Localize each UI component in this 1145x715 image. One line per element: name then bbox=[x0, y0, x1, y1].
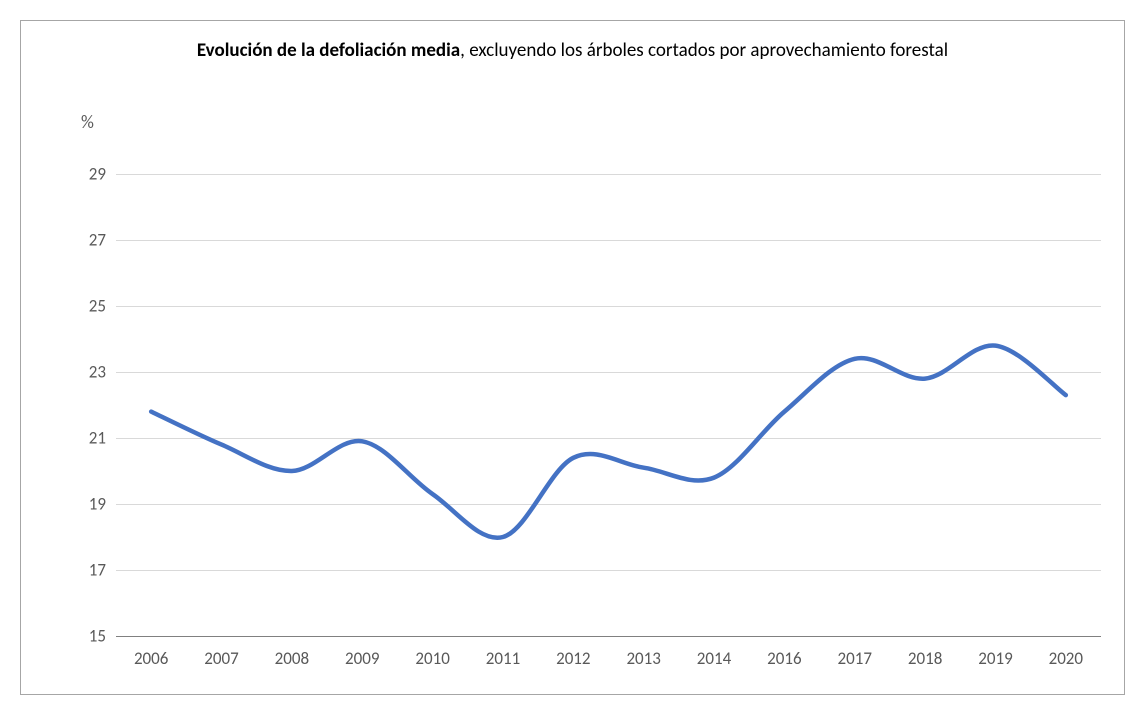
chart-title: Evolución de la defoliación media, exclu… bbox=[21, 39, 1124, 64]
y-tick-label: 19 bbox=[89, 494, 116, 515]
chart-title-bold: Evolución de la defoliación media bbox=[197, 39, 460, 62]
x-tick-label: 2020 bbox=[1049, 648, 1083, 669]
x-tick-label: 2010 bbox=[415, 648, 449, 669]
x-tick-label: 2013 bbox=[626, 648, 660, 669]
chart-frame: Evolución de la defoliación media, exclu… bbox=[20, 20, 1125, 695]
y-tick-label: 27 bbox=[89, 230, 116, 251]
y-tick-label: 25 bbox=[89, 296, 116, 317]
y-tick-label: 23 bbox=[89, 362, 116, 383]
plot-area: 2006200720082009201020112012201320142016… bbox=[116, 141, 1101, 636]
y-tick-label: 29 bbox=[89, 164, 116, 185]
x-tick-label: 2012 bbox=[556, 648, 590, 669]
x-tick-label: 2011 bbox=[486, 648, 520, 669]
y-axis-unit: % bbox=[81, 111, 94, 133]
x-tick-label: 2008 bbox=[275, 648, 309, 669]
x-axis-labels: 2006 2007 2008 2009 2010 2011 2012 2013 2014 2016… bbox=[116, 636, 1101, 676]
y-tick-label: 21 bbox=[89, 428, 116, 449]
x-tick-label: 2009 bbox=[345, 648, 379, 669]
x-tick-label: 2019 bbox=[978, 648, 1012, 669]
x-tick-label: 2016 bbox=[767, 648, 801, 669]
x-tick-label: 2007 bbox=[204, 648, 238, 669]
y-tick-label: 15 bbox=[89, 626, 116, 647]
chart-title-rest: , excluyendo los árboles cortados por ap… bbox=[460, 39, 948, 62]
x-tick-label: 2014 bbox=[697, 648, 731, 669]
y-tick-label: 17 bbox=[89, 560, 116, 581]
x-axis-baseline bbox=[116, 636, 1101, 637]
page: Evolución de la defoliación media, exclu… bbox=[0, 0, 1145, 715]
x-tick-label: 2006 bbox=[134, 648, 168, 669]
x-tick-label: 2018 bbox=[908, 648, 942, 669]
x-tick-label: 2017 bbox=[838, 648, 872, 669]
line-series bbox=[116, 141, 1101, 636]
